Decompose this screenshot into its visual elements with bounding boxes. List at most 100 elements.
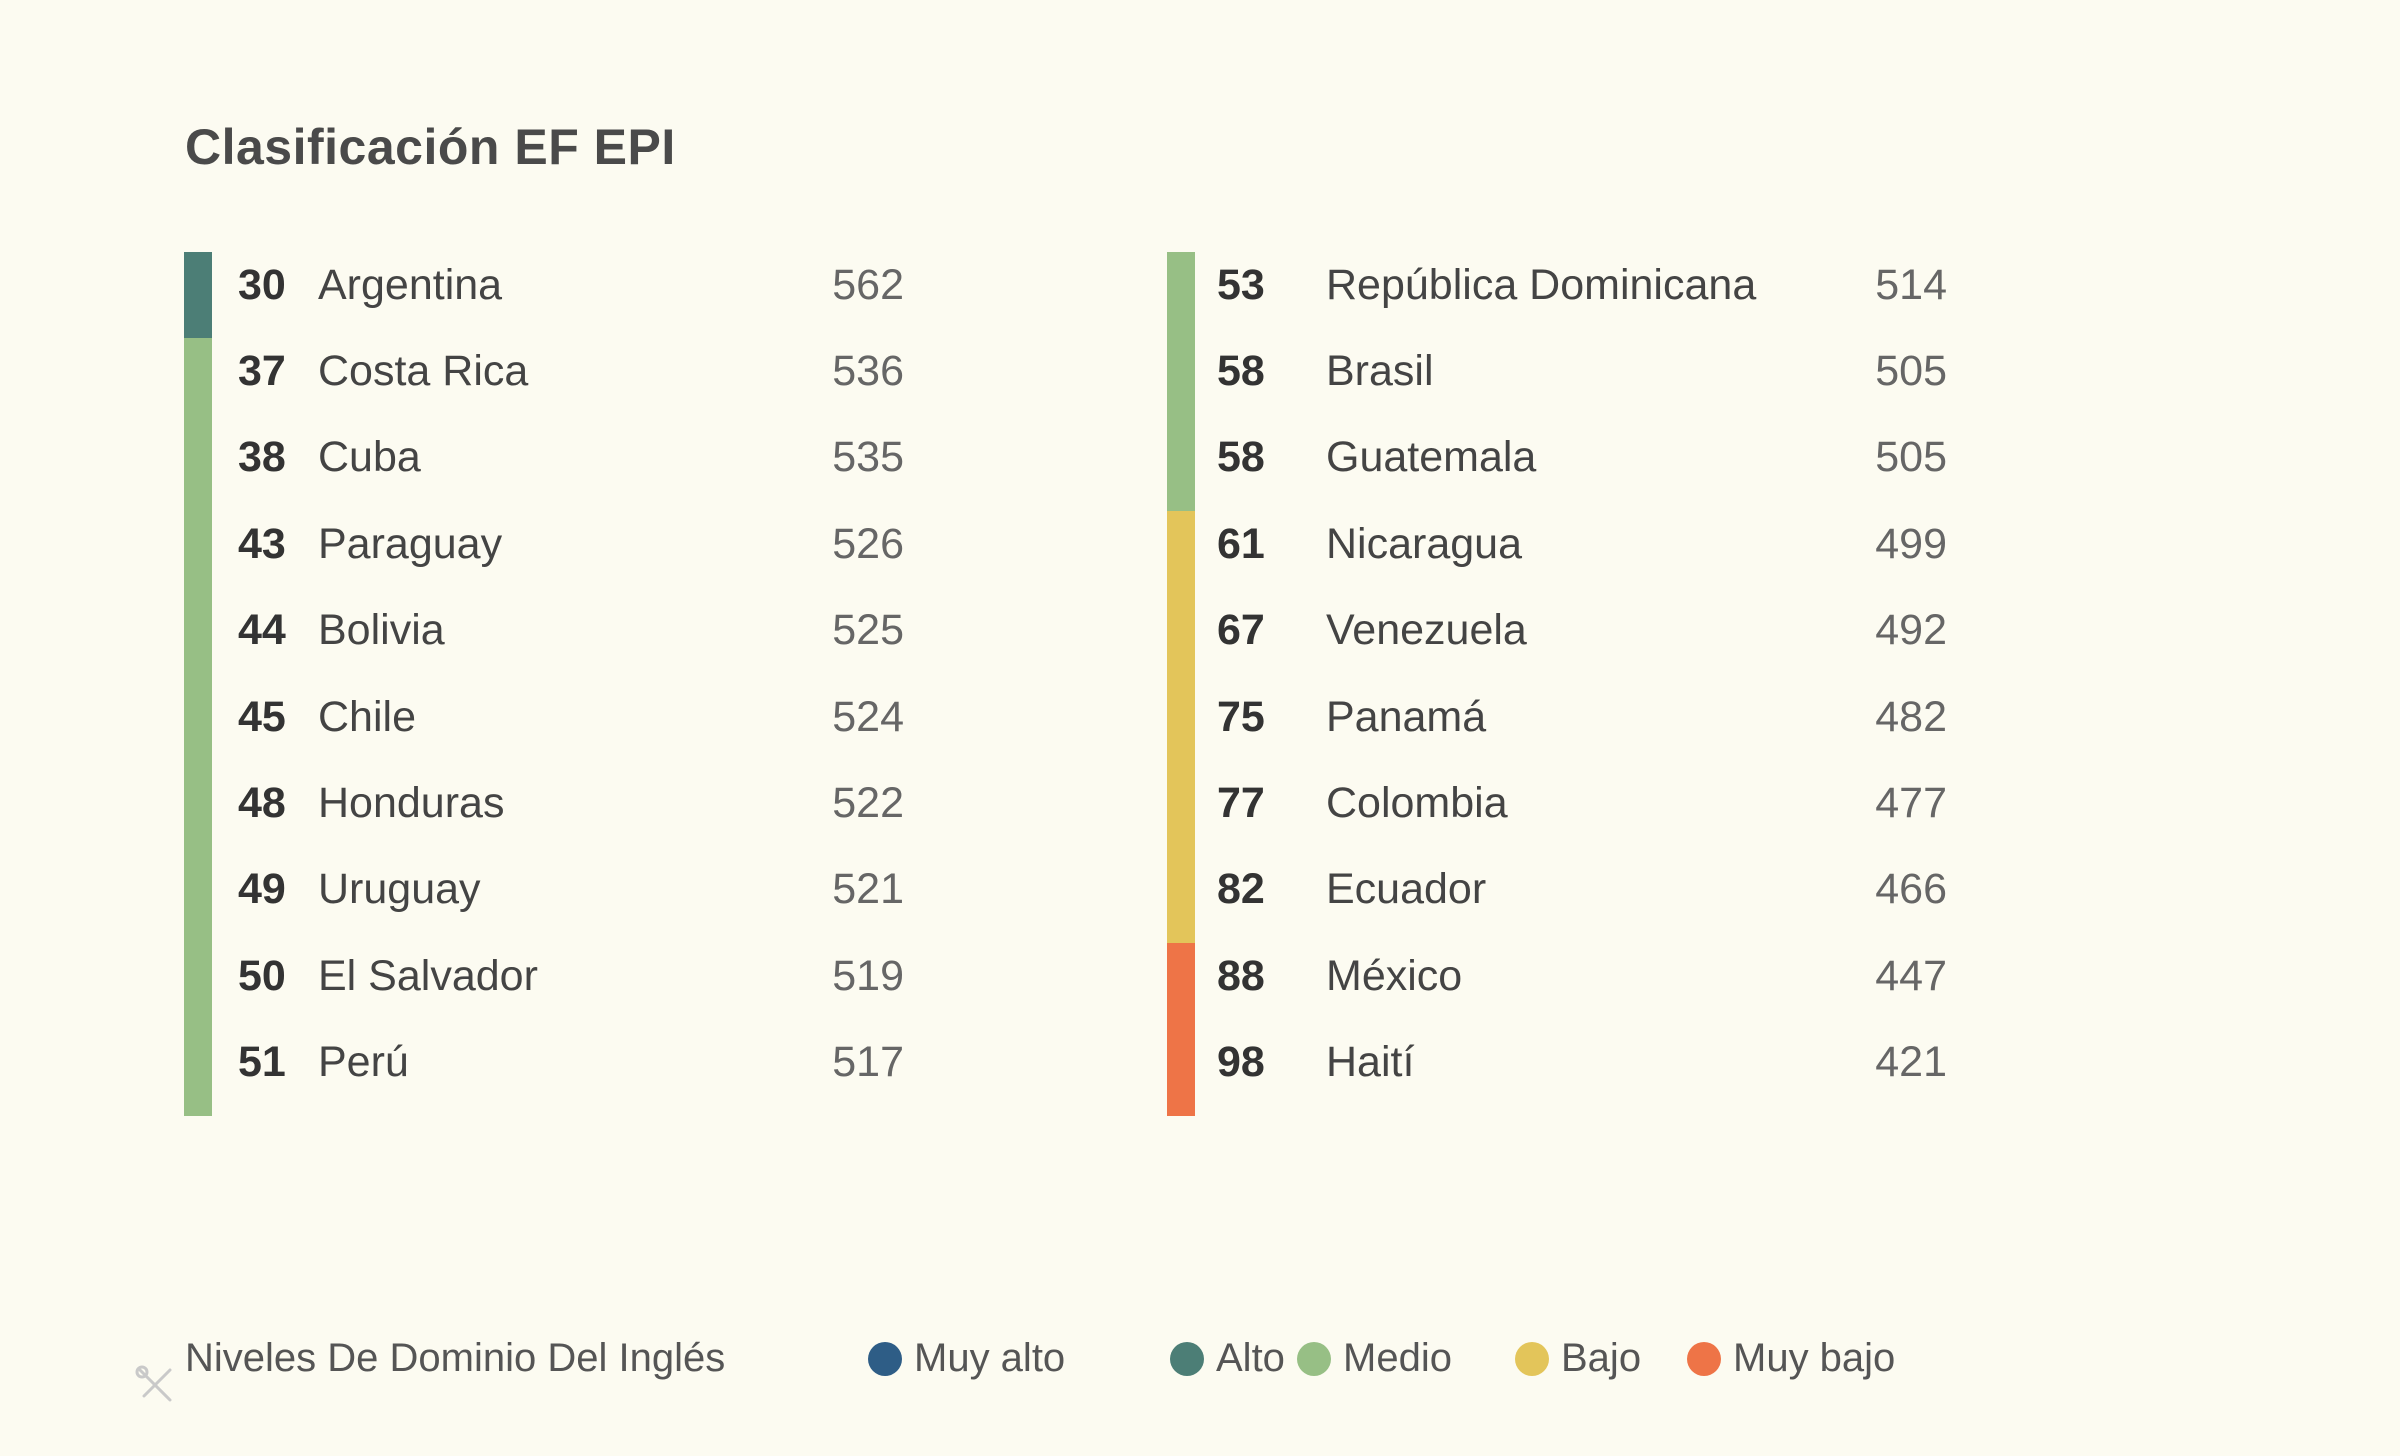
legend-dot-icon xyxy=(1687,1341,1721,1376)
country-name: República Dominicana xyxy=(1326,260,1757,309)
score-value: 466 xyxy=(1875,865,1947,914)
rank-number: 82 xyxy=(1217,865,1265,914)
score-value: 421 xyxy=(1875,1038,1947,1087)
country-name: Haití xyxy=(1326,1038,1415,1087)
country-name: Venezuela xyxy=(1326,606,1527,655)
score-value: 514 xyxy=(1875,260,1947,309)
country-name: Brasil xyxy=(1326,346,1434,395)
country-name: Ecuador xyxy=(1326,865,1487,914)
legend-title: Niveles De Dominio Del Inglés xyxy=(185,1336,726,1380)
country-name: Colombia xyxy=(1326,778,1508,827)
ranking-row: 37 Costa Rica 536 xyxy=(184,328,904,414)
legend-label: Muy alto xyxy=(914,1336,1066,1380)
score-value: 517 xyxy=(832,1038,904,1087)
rank-number: 49 xyxy=(238,865,286,914)
level-bar-segment xyxy=(184,252,212,339)
ranking-row: 75 Panamá 482 xyxy=(1167,674,1947,760)
score-value: 526 xyxy=(832,519,904,568)
rank-number: 53 xyxy=(1217,260,1265,309)
rank-number: 98 xyxy=(1217,1038,1265,1087)
legend-dot-icon xyxy=(1515,1341,1549,1376)
rank-number: 58 xyxy=(1217,346,1265,395)
score-value: 519 xyxy=(832,951,904,1000)
level-bar-segment xyxy=(1167,943,1195,1116)
level-bar-segment xyxy=(1167,252,1195,512)
rank-number: 58 xyxy=(1217,433,1265,482)
country-name: El Salvador xyxy=(318,951,538,1000)
ranking-row: 61 Nicaragua 499 xyxy=(1167,501,1947,587)
country-name: Honduras xyxy=(318,778,505,827)
rank-number: 88 xyxy=(1217,951,1265,1000)
rank-number: 44 xyxy=(238,606,286,655)
legend-label: Bajo xyxy=(1561,1336,1642,1380)
level-bar-segment xyxy=(184,338,212,1116)
score-value: 524 xyxy=(832,692,904,741)
rank-number: 51 xyxy=(238,1038,286,1087)
legend-dot-icon xyxy=(868,1341,902,1376)
country-name: Uruguay xyxy=(318,865,481,914)
rank-number: 37 xyxy=(238,346,286,395)
ranking-column-left: 30 Argentina 562 37 Costa Rica 536 38 Cuba 535 43… xyxy=(184,252,904,1116)
score-value: 535 xyxy=(832,433,904,482)
rank-number: 77 xyxy=(1217,778,1265,827)
rank-number: 48 xyxy=(238,778,286,827)
rank-number: 30 xyxy=(238,260,286,309)
rank-number: 75 xyxy=(1217,692,1265,741)
tools-icon xyxy=(135,1365,172,1402)
ranking-row: 44 Bolivia 525 xyxy=(184,588,904,674)
rank-number: 67 xyxy=(1217,606,1265,655)
ranking-row: 58 Guatemala 505 xyxy=(1167,415,1947,501)
country-name: Panamá xyxy=(1326,692,1487,741)
ranking-row: 50 El Salvador 519 xyxy=(184,933,904,1019)
score-value: 492 xyxy=(1875,606,1947,655)
ranking-row: 58 Brasil 505 xyxy=(1167,328,1947,414)
score-value: 505 xyxy=(1875,346,1947,395)
legend-label: Medio xyxy=(1343,1336,1452,1380)
ranking-row: 38 Cuba 535 xyxy=(184,415,904,501)
country-name: Chile xyxy=(318,692,416,741)
ranking-column-right: 53 República Dominicana 514 58 Brasil 505 58 Gu… xyxy=(1167,252,1947,1116)
rank-number: 43 xyxy=(238,519,286,568)
legend-dot-icon xyxy=(1297,1341,1331,1376)
legend-item: Alto xyxy=(1170,1336,1285,1381)
score-value: 482 xyxy=(1875,692,1947,741)
chart-title: Clasificación EF EPI xyxy=(185,119,676,175)
country-name: Cuba xyxy=(318,433,421,482)
ranking-row: 30 Argentina 562 xyxy=(184,242,904,328)
score-value: 505 xyxy=(1875,433,1947,482)
legend-item: Bajo xyxy=(1515,1336,1641,1381)
rank-number: 50 xyxy=(238,951,286,1000)
score-value: 525 xyxy=(832,606,904,655)
ranking-row: 77 Colombia 477 xyxy=(1167,760,1947,846)
ranking-row: 88 México 447 xyxy=(1167,933,1947,1019)
rank-number: 61 xyxy=(1217,519,1265,568)
score-value: 562 xyxy=(832,260,904,309)
legend-label: Alto xyxy=(1216,1336,1285,1380)
legend-item: Muy bajo xyxy=(1687,1336,1895,1381)
ranking-row: 43 Paraguay 526 xyxy=(184,501,904,587)
ranking-row: 82 Ecuador 466 xyxy=(1167,847,1947,933)
country-name: Perú xyxy=(318,1038,409,1087)
score-value: 477 xyxy=(1875,778,1947,827)
rank-number: 38 xyxy=(238,433,286,482)
country-name: Argentina xyxy=(318,260,503,309)
score-value: 499 xyxy=(1875,519,1947,568)
ranking-row: 98 Haití 421 xyxy=(1167,1020,1947,1106)
legend: Niveles De Dominio Del Inglés Muy alto Al… xyxy=(185,1330,1985,1390)
legend-item: Medio xyxy=(1297,1336,1452,1381)
score-value: 536 xyxy=(832,346,904,395)
score-value: 447 xyxy=(1875,951,1947,1000)
ranking-row: 45 Chile 524 xyxy=(184,674,904,760)
ranking-row: 53 República Dominicana 514 xyxy=(1167,242,1947,328)
country-name: Nicaragua xyxy=(1326,519,1522,568)
score-value: 521 xyxy=(832,865,904,914)
legend-item: Muy alto xyxy=(868,1336,1065,1381)
country-name: Bolivia xyxy=(318,606,445,655)
ranking-row: 67 Venezuela 492 xyxy=(1167,588,1947,674)
rank-number: 45 xyxy=(238,692,286,741)
ranking-row: 49 Uruguay 521 xyxy=(184,847,904,933)
country-name: México xyxy=(1326,951,1463,1000)
legend-label: Muy bajo xyxy=(1733,1336,1896,1380)
score-value: 522 xyxy=(832,778,904,827)
country-name: Guatemala xyxy=(1326,433,1537,482)
